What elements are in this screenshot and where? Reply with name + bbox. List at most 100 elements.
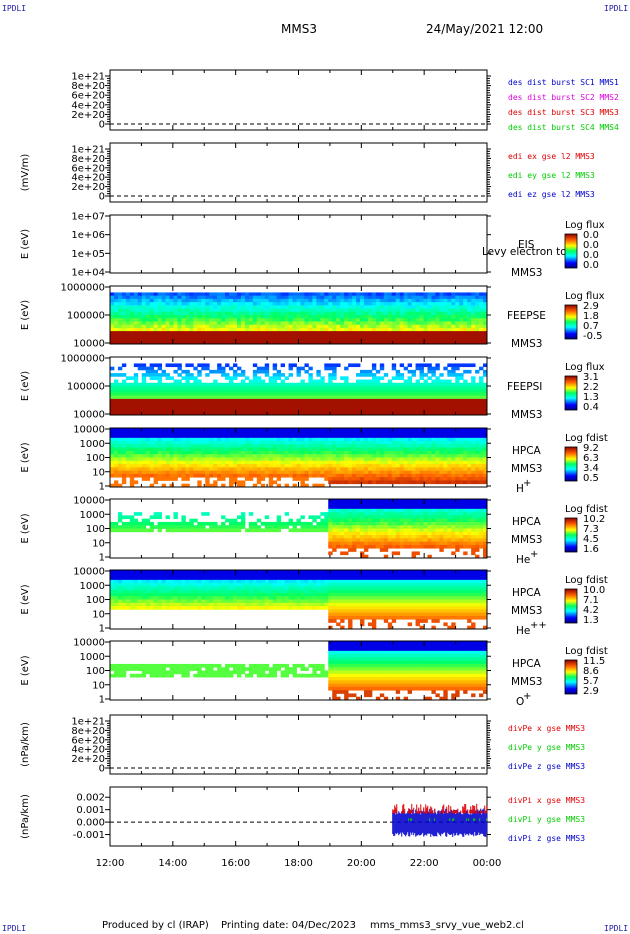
colorbar-value: 0.0 — [583, 240, 599, 251]
y-axis-title: (nPa/km) — [20, 794, 31, 839]
corner-label-bl: IPDLI — [2, 924, 27, 933]
xtick-label: 18:00 — [284, 858, 313, 869]
ytick-label: 8e+20 — [71, 81, 105, 92]
species-label: H — [516, 483, 524, 495]
panel-p9: 10000 1000 100 10 1 E (eV) HPCA MMS3 O+ Log fdist… — [20, 638, 608, 709]
series-divpi-y — [408, 818, 488, 821]
y-axis-title: E (eV) — [20, 229, 31, 259]
colorbar-value: 1.3 — [583, 392, 599, 403]
ytick-label: 1 — [99, 553, 105, 564]
ytick-label: 1000 — [80, 652, 105, 663]
colorbar-value: 9.2 — [583, 443, 599, 454]
colorbar-value: 2.9 — [583, 301, 599, 312]
y-axis-title: E (eV) — [20, 371, 31, 401]
colorbar-value: 3.1 — [583, 372, 599, 383]
instrument-label: HPCA — [512, 587, 542, 599]
legend-entry: des dist burst SC2 MMS2 — [508, 93, 619, 102]
xtick-label: 14:00 — [158, 858, 187, 869]
ytick-label: 6e+20 — [71, 163, 105, 174]
y-axis-title: E (eV) — [20, 584, 31, 614]
spectrogram-p6 — [110, 428, 488, 488]
colorbar-title: Log flux — [565, 220, 605, 231]
ytick-label: 100 — [86, 524, 105, 535]
legend-entry: divPe z gse MMS3 — [508, 762, 585, 771]
ytick-label: 1000000 — [60, 354, 105, 365]
ytick-label: 0 — [99, 192, 105, 203]
ytick-label: 1000000 — [60, 283, 105, 294]
ytick-label: 100000 — [67, 311, 105, 322]
legend-entry: des dist burst SC3 MMS3 — [508, 108, 619, 117]
instrument-label: FEEPSE — [507, 310, 546, 322]
y-axis-title: E (eV) — [20, 300, 31, 330]
ytick-label: 1e+07 — [71, 212, 105, 223]
colorbar-value: 1.8 — [583, 311, 599, 322]
instrument-label: HPCA — [512, 445, 542, 457]
corner-label-tr: IPDLI — [604, 4, 629, 13]
ytick-label: 1 — [99, 482, 105, 493]
colorbar — [564, 517, 578, 553]
series-divpi-x — [392, 803, 488, 814]
colorbar-value: 10.0 — [583, 585, 605, 596]
ytick-label: 1e+21 — [71, 72, 105, 83]
ytick-label: 2e+20 — [71, 182, 105, 193]
ytick-label: 10000 — [73, 496, 105, 507]
colorbar — [564, 233, 578, 269]
ytick-label: 1e+21 — [71, 145, 105, 156]
ytick-label: 1e+04 — [71, 268, 105, 279]
panel-p6: 10000 1000 100 10 1 E (eV) HPCA MMS3 H + Log fdist… — [20, 425, 608, 496]
y-axis-title: E (eV) — [20, 513, 31, 543]
colorbar — [564, 375, 578, 411]
ytick-label: 100 — [86, 453, 105, 464]
y-axis-title: E (eV) — [20, 655, 31, 685]
y-axis-title: (mV/m) — [20, 154, 31, 192]
ytick-label: 10 — [92, 609, 105, 620]
colorbar-value: 6.3 — [583, 453, 599, 464]
frame-p10 — [109, 714, 488, 775]
colorbar-value: 7.1 — [583, 595, 599, 606]
ytick-label: 4e+20 — [71, 100, 105, 111]
ytick-label: 2e+20 — [71, 754, 105, 765]
instrument-label: FEEPSI — [507, 381, 542, 393]
colorbar-value: 0.0 — [583, 230, 599, 241]
frame-p3 — [109, 214, 488, 274]
species-label: He — [516, 554, 530, 566]
corner-label-tl: IPDLI — [2, 4, 27, 13]
colorbar-title: Log fdist — [565, 504, 608, 515]
legend-entry: des dist burst SC4 MMS4 — [508, 123, 619, 132]
panel-p8: 10000 1000 100 10 1 E (eV) HPCA MMS3 He ++ Log fdi… — [20, 567, 608, 638]
colorbar-value: 11.5 — [583, 656, 605, 667]
colorbar-title: Log flux — [565, 291, 605, 302]
ytick-label: 8e+20 — [71, 726, 105, 737]
ytick-label: 10 — [92, 680, 105, 691]
colorbar-title: Log fdist — [565, 646, 608, 657]
ytick-label: 6e+20 — [71, 735, 105, 746]
legend-entry: divPi y gse MMS3 — [508, 815, 585, 824]
legend-entry: divPi x gse MMS3 — [508, 796, 585, 805]
ytick-label: 10000 — [73, 567, 105, 578]
colorbar-title: Log flux — [565, 362, 605, 373]
ytick-label: 1e+06 — [71, 230, 105, 241]
spacecraft-label: MMS3 — [511, 338, 542, 350]
instrument-label: EIS — [518, 239, 535, 251]
spectrogram-p8 — [110, 570, 488, 630]
species-label: He — [516, 625, 530, 637]
ytick-label: 1000 — [80, 439, 105, 450]
legend-entry: edi ez gse l2 MMS3 — [508, 190, 595, 199]
colorbar-value: 0.5 — [583, 473, 599, 484]
ytick-label: 0 — [99, 120, 105, 131]
panel-p3: 1e+07 1e+06 1e+05 1e+04 E (eV) EIS MMS3 Levy el… — [20, 212, 605, 280]
legend-entry: divPi z gse MMS3 — [508, 834, 585, 843]
colorbar-value: 3.4 — [583, 463, 599, 474]
ytick-label: 8e+20 — [71, 154, 105, 165]
footer-printing-date: Printing date: 04/Dec/2023 — [221, 920, 357, 931]
panel-p5: 1000000 100000 10000 E (eV) FEEPSI MMS3 Log fl… — [20, 354, 605, 422]
ytick-label: 10000 — [73, 425, 105, 436]
colorbar-title: Log fdist — [565, 575, 608, 586]
legend-entry: divPe x gse MMS3 — [508, 724, 585, 733]
xtick-label: 20:00 — [347, 858, 376, 869]
frame-p1 — [109, 69, 488, 131]
species-charge: + — [523, 691, 531, 702]
ytick-label: 10 — [92, 467, 105, 478]
y-axis-title: E (eV) — [20, 442, 31, 472]
